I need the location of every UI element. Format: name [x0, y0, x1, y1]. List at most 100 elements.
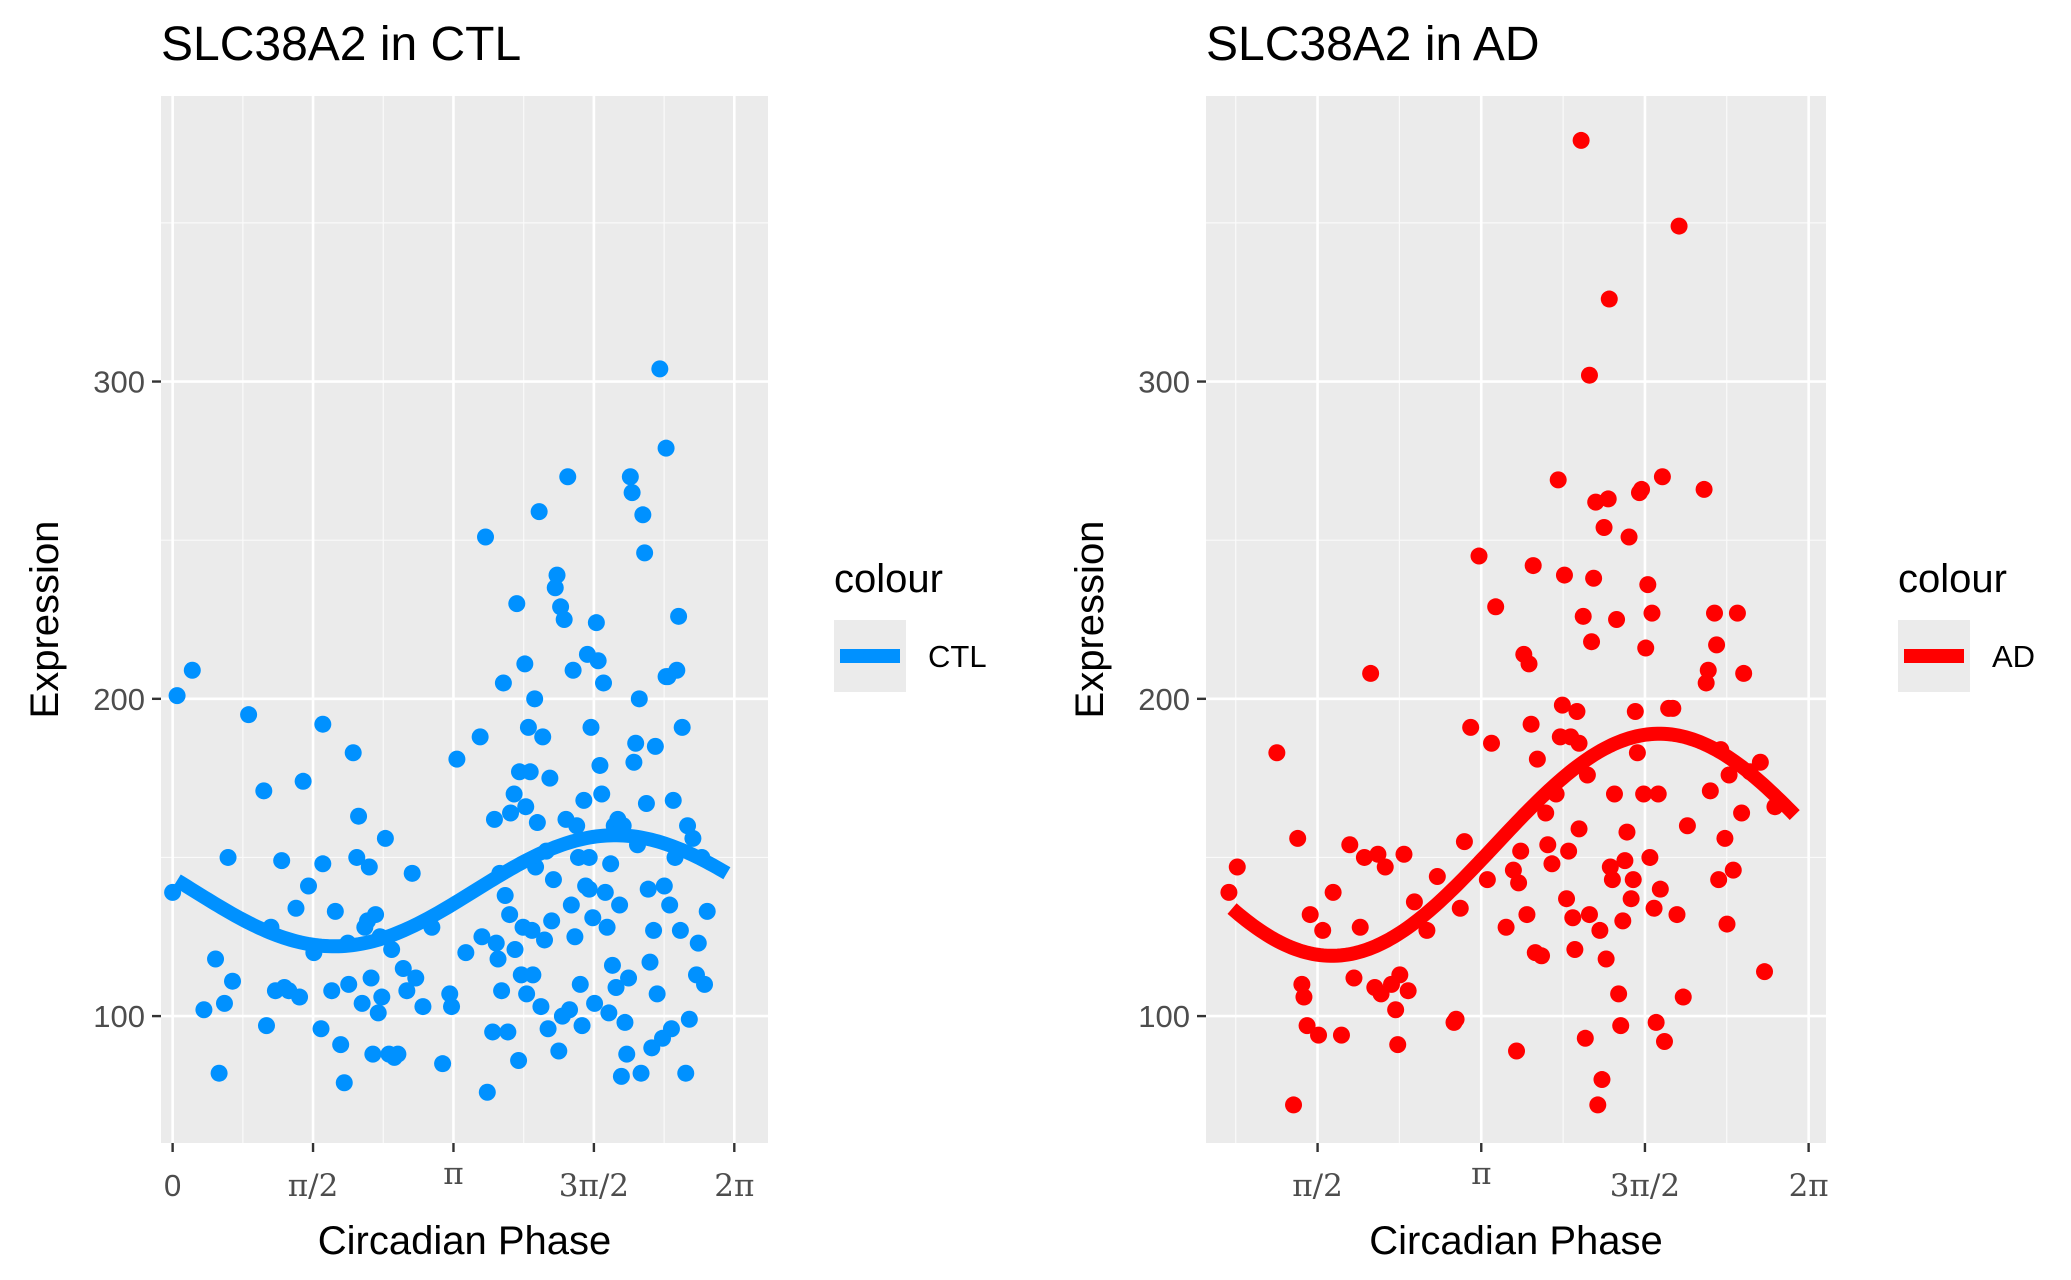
data-point [566, 928, 584, 946]
data-point [195, 1001, 213, 1019]
x-tick-label: 2π [714, 1168, 754, 1204]
data-point [312, 1020, 330, 1038]
data-point [510, 1052, 528, 1070]
data-point [1553, 696, 1571, 714]
data-point [1695, 480, 1713, 498]
data-point [364, 1045, 382, 1063]
data-point [620, 969, 638, 987]
data-point [1637, 639, 1655, 657]
data-point [508, 595, 526, 613]
data-point [473, 928, 491, 946]
data-point [398, 982, 416, 1000]
data-point [499, 1023, 517, 1041]
data-point [1574, 607, 1592, 625]
panel-ad: 100 200 300 π/2 π 3π/2 2π SLC38A2 in AD Circa… [1068, 18, 2035, 1263]
data-point [689, 934, 707, 952]
data-point [240, 706, 258, 724]
data-point [1570, 820, 1588, 838]
data-point [612, 1067, 630, 1085]
data-point [1645, 899, 1663, 917]
data-point [496, 887, 514, 905]
data-point [1301, 906, 1319, 924]
data-point [593, 785, 611, 803]
y-axis-ad: 100 200 300 [1138, 365, 1206, 1034]
x-tick-label: π [443, 1156, 463, 1192]
fit-curve-line [1227, 726, 1800, 963]
data-point [1455, 833, 1473, 851]
data-point [1376, 858, 1394, 876]
data-point [677, 1064, 695, 1082]
plot-background-ctl [161, 96, 768, 1143]
data-point [1585, 569, 1603, 587]
data-point [648, 985, 666, 1003]
data-point [541, 769, 559, 787]
legend-title-ctl: colour [834, 557, 943, 601]
data-point [1599, 490, 1617, 508]
y-tick-label: 200 [93, 682, 145, 717]
data-point [1314, 921, 1332, 939]
data-point [350, 807, 368, 825]
data-point [550, 1042, 568, 1060]
data-point [477, 528, 495, 546]
data-point [1497, 918, 1515, 936]
data-point [291, 988, 309, 1006]
data-point [1428, 867, 1446, 885]
data-point [679, 817, 697, 835]
data-point [494, 674, 512, 692]
data-point [1651, 880, 1669, 898]
legend-title-ad: colour [1898, 557, 2007, 601]
data-point [1391, 966, 1409, 984]
data-point [457, 944, 475, 962]
data-point [1508, 1042, 1526, 1060]
data-point [1697, 674, 1715, 692]
data-point [611, 896, 629, 914]
data-point [1566, 940, 1584, 958]
fit-curve-line [173, 828, 731, 954]
data-point [698, 902, 716, 920]
data-point [255, 782, 273, 800]
data-point [1512, 842, 1530, 860]
data-point [1580, 366, 1598, 384]
data-point [383, 940, 401, 958]
chart-title-ctl: SLC38A2 in CTL [161, 18, 521, 71]
data-point [210, 1064, 228, 1082]
legend-label-ctl: CTL [928, 639, 987, 674]
data-point [582, 718, 600, 736]
data-point [1332, 1026, 1350, 1044]
data-point [1624, 871, 1642, 889]
data-point [1345, 969, 1363, 987]
data-point [517, 798, 535, 816]
data-point [1597, 950, 1615, 968]
data-point [1664, 699, 1682, 717]
data-point [668, 661, 686, 679]
data-point [403, 864, 421, 882]
data-point [506, 940, 524, 958]
data-point [1389, 1036, 1407, 1054]
data-point [1622, 890, 1640, 908]
data-point [546, 579, 564, 597]
data-point [1285, 1096, 1303, 1114]
data-point [294, 772, 312, 790]
data-point [571, 975, 589, 993]
data-point [489, 950, 507, 968]
data-point [1522, 715, 1540, 733]
data-point [1570, 734, 1588, 752]
data-point [657, 439, 675, 457]
data-point [655, 877, 673, 895]
fit-curve-ad [1227, 726, 1800, 963]
data-point [641, 953, 659, 971]
data-point [1633, 480, 1651, 498]
data-point [1341, 836, 1359, 854]
data-point [564, 661, 582, 679]
data-point [524, 966, 542, 984]
data-point [1628, 744, 1646, 762]
data-point [1649, 785, 1667, 803]
data-point [1399, 982, 1417, 1000]
data-point [587, 614, 605, 632]
data-point [1710, 871, 1728, 889]
data-point [1600, 290, 1618, 308]
data-point [573, 1017, 591, 1035]
data-point [326, 902, 344, 920]
data-point [602, 855, 620, 873]
